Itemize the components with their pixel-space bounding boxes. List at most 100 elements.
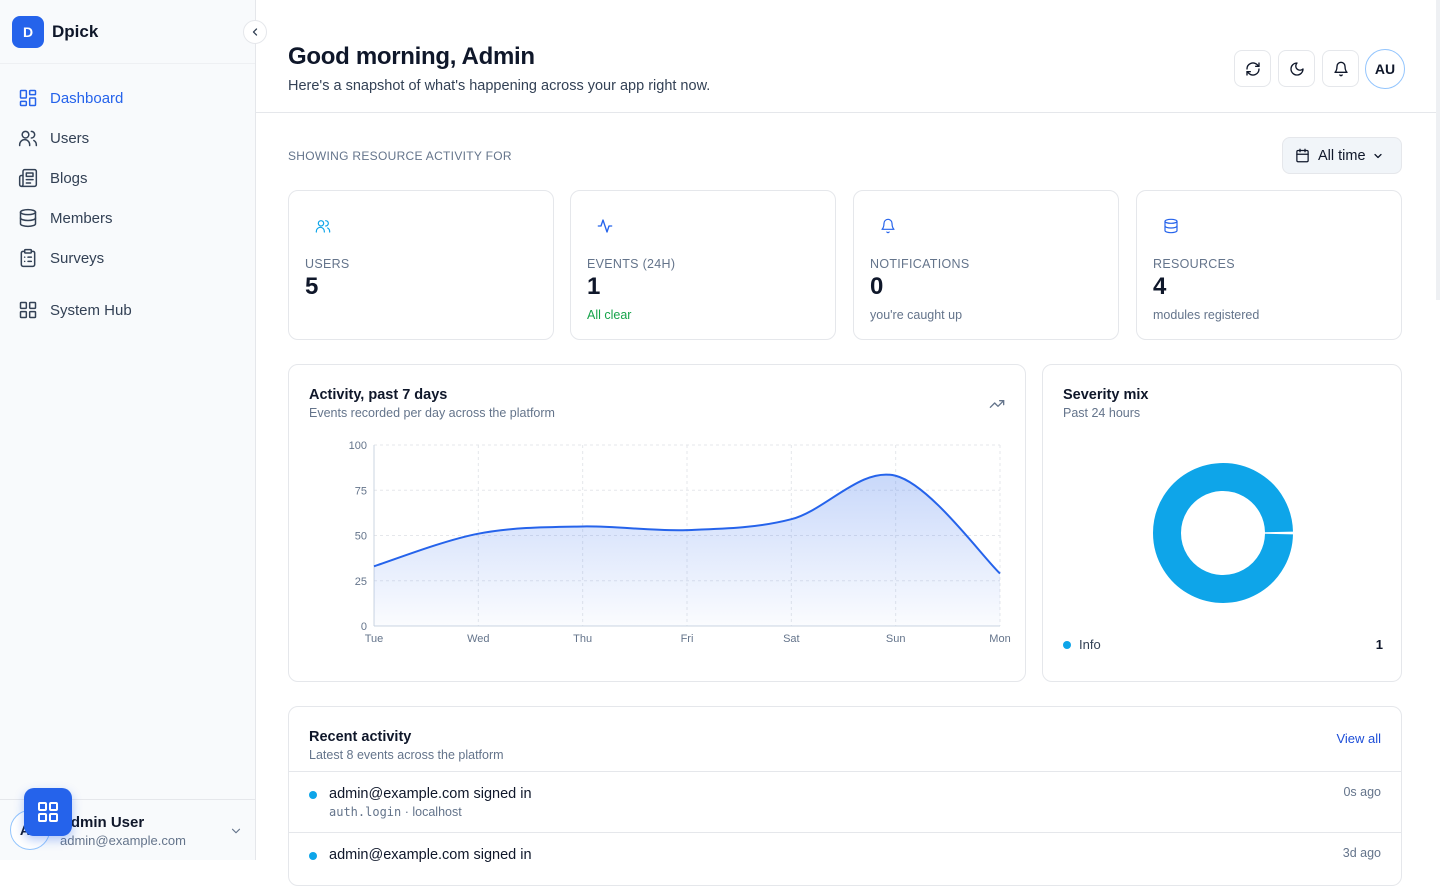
activity-meta: auth.login · localhost [329,805,462,819]
y-tick-label: 100 [349,440,367,452]
sidebar-item-dashboard[interactable]: Dashboard [0,78,255,118]
user-email: admin@example.com [60,833,186,848]
sidebar-item-label: Users [50,129,90,147]
activity-code: auth.login [329,805,402,819]
brand[interactable]: D Dpick [0,0,255,64]
sidebar-item-members[interactable]: Members [0,198,255,238]
sidebar-item-label: Blogs [50,169,88,187]
dashboard-icon [19,89,37,107]
x-tick-label: Tue [365,633,384,645]
user-name: Admin User [60,814,145,831]
legend-swatch [1063,641,1071,649]
brand-name: Dpick [52,21,99,41]
chevron-down-icon [231,828,241,834]
chevron-left-icon [252,28,258,36]
page-title: Good morning, Admin [288,43,535,70]
bell-icon [881,218,895,234]
stat-card-events[interactable]: EVENTS (24H) 1 All clear [570,190,836,340]
stat-label: NOTIFICATIONS [870,257,970,271]
grid-icon [38,802,58,822]
sidebar-item-label: Surveys [50,249,105,267]
nav-divider [0,278,255,290]
activity-row[interactable]: admin@example.com signed in auth.login ·… [289,771,1401,832]
legend-label: Info [1079,637,1101,652]
sidebar-item-label: System Hub [50,301,132,319]
x-tick-label: Sun [886,633,906,645]
theme-toggle-button[interactable] [1278,50,1315,87]
activity-row[interactable]: admin@example.com signed in 3d ago [289,832,1401,885]
time-range-select[interactable]: All time [1282,137,1402,174]
activity-dot [309,852,317,860]
stat-label: RESOURCES [1153,257,1235,271]
x-tick-label: Thu [573,633,592,645]
activity-icon [597,219,613,233]
y-tick-label: 50 [355,531,367,543]
notifications-button[interactable] [1322,50,1359,87]
card-title: Severity mix [1063,387,1149,403]
stat-label: USERS [305,257,350,271]
page-subtitle: Here's a snapshot of what's happening ac… [288,78,711,94]
x-tick-label: Mon [989,633,1010,645]
scrollbar[interactable] [1436,0,1440,300]
stat-value: 0 [870,273,884,300]
stat-value: 5 [305,273,319,300]
clipboard-icon [20,248,36,268]
database-icon [19,208,37,228]
filter-label: SHOWING RESOURCE ACTIVITY FOR [288,149,512,163]
sidebar-item-users[interactable]: Users [0,118,255,158]
sidebar-item-label: Dashboard [50,89,124,107]
activity-chart-card: Activity, past 7 days Events recorded pe… [288,364,1026,682]
stat-card-users[interactable]: USERS 5 [288,190,554,340]
card-subtitle: Past 24 hours [1063,406,1141,420]
series-line [373,473,1001,575]
area-fill [374,474,1000,626]
severity-donut-chart [1153,463,1293,603]
apps-launcher-button[interactable] [24,788,72,836]
collapse-sidebar-button[interactable] [243,20,267,44]
card-title: Activity, past 7 days [309,387,448,403]
card-subtitle: Events recorded per day across the platf… [309,406,555,420]
sidebar-item-blogs[interactable]: Blogs [0,158,255,198]
chevron-down-icon [1373,153,1382,158]
y-tick-label: 25 [355,576,367,588]
newspaper-icon [18,168,38,188]
sidebar-item-surveys[interactable]: Surveys [0,238,255,278]
x-tick-label: Fri [681,633,694,645]
moon-icon [1289,61,1304,76]
time-range-value: All time [1318,147,1366,164]
refresh-icon [1245,61,1260,76]
x-tick-label: Wed [467,633,489,645]
brand-logo: D [12,15,44,48]
legend-value: 1 [1375,637,1383,652]
page-header: Good morning, Admin Here's a snapshot of… [256,0,1440,113]
card-subtitle: Latest 8 events across the platform [309,748,504,762]
sidebar-item-system-hub[interactable]: System Hub [0,290,255,330]
sidebar-nav: Dashboard Users Blogs Members Surveys Sy… [0,64,255,330]
bell-icon [1333,61,1348,76]
trending-up-icon [989,400,1005,408]
activity-text: admin@example.com signed in [329,786,532,802]
activity-source: · localhost [401,805,462,819]
header-avatar[interactable]: AU [1365,49,1405,89]
stat-label: EVENTS (24H) [587,257,676,271]
stat-sub: modules registered [1153,308,1260,322]
users-icon [315,220,331,233]
refresh-button[interactable] [1234,50,1271,87]
severity-card: Severity mix Past 24 hours Info 1 [1042,364,1402,682]
stat-card-resources[interactable]: RESOURCES 4 modules registered [1136,190,1402,340]
stat-value: 1 [587,273,601,300]
donut-slice[interactable] [1153,463,1293,603]
activity-dot [309,791,317,799]
card-title: Recent activity [309,729,412,745]
sidebar-item-label: Members [50,209,113,227]
activity-area-chart: 0 25 50 75 100 Tue Wed Thu Fri Sat Sun Mon [349,440,1011,645]
activity-text: admin@example.com signed in [329,847,532,863]
stat-sub: you're caught up [870,308,963,322]
recent-activity-card: Recent activity Latest 8 events across t… [288,706,1402,886]
y-tick-label: 0 [361,621,367,633]
stat-card-notifications[interactable]: NOTIFICATIONS 0 you're caught up [853,190,1119,340]
view-all-link[interactable]: View all [1336,731,1381,746]
calendar-icon [1296,148,1309,163]
sidebar: D Dpick Dashboard Users Blogs Members Su… [0,0,256,860]
y-tick-label: 75 [355,485,367,497]
